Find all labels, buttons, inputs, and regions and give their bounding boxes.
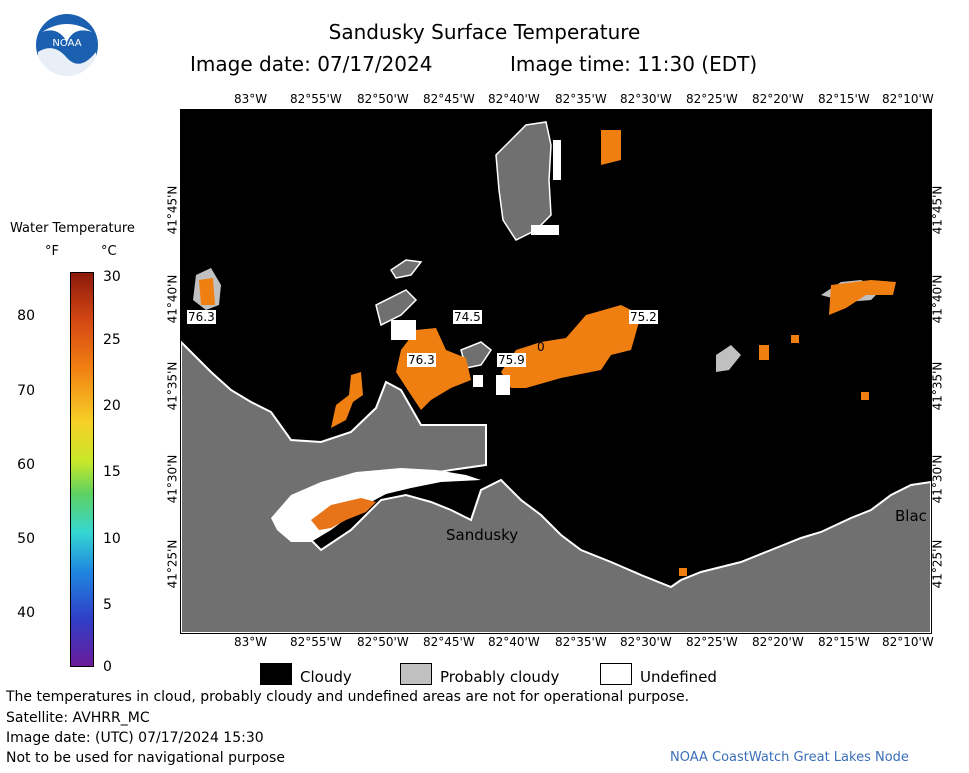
- warm-water-area: [199, 278, 215, 305]
- lat-tick: 41°30'N: [165, 454, 180, 504]
- warm-water-area: [601, 130, 621, 165]
- celsius-tick: 0: [103, 659, 112, 675]
- fahrenheit-tick: 70: [17, 383, 35, 399]
- warm-water-area: [396, 328, 471, 410]
- temperature-label: 75.2: [629, 310, 658, 324]
- noaa-logo: NOAA: [36, 14, 98, 78]
- temperature-label: 76.3: [407, 353, 436, 367]
- lon-tick: 82°45'W: [423, 92, 475, 106]
- lon-tick: 82°55'W: [290, 92, 342, 106]
- pelee-island: [495, 121, 552, 241]
- cloudy-label: Cloudy: [300, 668, 352, 686]
- color-scale-bar: [70, 272, 94, 667]
- fahrenheit-tick: 50: [17, 531, 35, 547]
- place-label-sandusky: Sandusky: [446, 526, 519, 544]
- celsius-tick: 20: [103, 398, 121, 414]
- lat-tick: 41°35'N: [165, 361, 180, 411]
- lon-tick: 82°40'W: [488, 92, 540, 106]
- probably-cloudy-label: Probably cloudy: [440, 668, 560, 686]
- unit-celsius: °C: [101, 244, 117, 259]
- lon-tick: 82°25'W: [686, 92, 738, 106]
- lon-tick: 82°25'W: [686, 635, 738, 649]
- lon-tick: 82°30'W: [620, 92, 672, 106]
- kelleys-island: [375, 289, 418, 327]
- fahrenheit-tick: 40: [17, 605, 35, 621]
- lat-tick: 41°25'N: [930, 539, 945, 589]
- lat-tick: 41°30'N: [930, 454, 945, 504]
- image-time: Image time: 11:30 (EDT): [510, 52, 758, 76]
- undefined-area: [473, 375, 483, 387]
- temperature-label: 76.3: [187, 310, 216, 324]
- warm-water-area: [331, 372, 363, 428]
- celsius-tick: 30: [103, 269, 121, 285]
- celsius-tick: 5: [103, 597, 112, 613]
- undefined-area: [391, 320, 416, 340]
- lon-tick: 82°20'W: [752, 92, 804, 106]
- probably-cloudy-swatch: [400, 663, 432, 685]
- lat-tick: 41°45'N: [930, 185, 945, 235]
- navigation-warning: Not to be used for navigational purpose: [6, 750, 285, 766]
- undefined-area: [553, 140, 561, 180]
- warm-water-area: [791, 335, 799, 343]
- unit-fahrenheit: °F: [45, 244, 59, 259]
- temperature-label: 75.9: [497, 353, 526, 367]
- cloudy-swatch: [260, 663, 292, 685]
- lon-tick: 82°50'W: [357, 92, 409, 106]
- celsius-tick: 25: [103, 332, 121, 348]
- island: [389, 259, 423, 279]
- lon-tick: 82°10'W: [882, 92, 934, 106]
- fahrenheit-tick: 80: [17, 308, 35, 324]
- warm-water-area: [829, 280, 896, 315]
- lat-tick: 41°35'N: [930, 361, 945, 411]
- undefined-label: Undefined: [640, 668, 717, 686]
- legend-title: Water Temperature: [10, 221, 135, 236]
- temperature-label: 0: [537, 340, 545, 354]
- mainland: [181, 340, 931, 633]
- lon-tick: 82°35'W: [555, 92, 607, 106]
- fahrenheit-tick: 60: [17, 457, 35, 473]
- celsius-tick: 10: [103, 531, 121, 547]
- warm-water-area: [759, 345, 769, 360]
- lon-tick: 82°45'W: [423, 635, 475, 649]
- celsius-tick: 15: [103, 464, 121, 480]
- probably-cloudy-area: [716, 345, 741, 372]
- lon-tick: 82°30'W: [620, 635, 672, 649]
- warm-water-area: [501, 305, 641, 388]
- map-canvas: [181, 110, 931, 633]
- undefined-area: [496, 375, 510, 395]
- lon-tick: 82°15'W: [818, 635, 870, 649]
- logo-text: NOAA: [52, 38, 81, 49]
- temperature-label: 74.5: [453, 310, 482, 324]
- lon-tick: 82°20'W: [752, 635, 804, 649]
- warm-water-area: [861, 392, 869, 400]
- warm-water-area: [311, 498, 376, 530]
- page-title: Sandusky Surface Temperature: [328, 20, 641, 44]
- image-date: Image date: 07/17/2024: [190, 52, 433, 76]
- map-panel: 76.3 74.5 75.2 76.3 75.9 0 Sandusky Blac: [180, 109, 932, 634]
- lat-tick: 41°45'N: [165, 185, 180, 235]
- lat-tick: 41°25'N: [165, 539, 180, 589]
- lat-tick: 41°40'N: [930, 274, 945, 324]
- disclaimer-text: The temperatures in cloud, probably clou…: [6, 689, 690, 705]
- warm-water-area: [679, 568, 687, 576]
- lat-tick: 41°40'N: [165, 274, 180, 324]
- lon-tick: 82°55'W: [290, 635, 342, 649]
- place-label-blac: Blac: [895, 507, 927, 525]
- lon-tick: 82°40'W: [488, 635, 540, 649]
- lon-tick: 83°W: [234, 92, 268, 106]
- lon-tick: 83°W: [234, 635, 268, 649]
- lon-tick: 82°50'W: [357, 635, 409, 649]
- satellite-text: Satellite: AVHRR_MC: [6, 710, 150, 726]
- lon-tick: 82°10'W: [882, 635, 934, 649]
- credit-text: NOAA CoastWatch Great Lakes Node: [670, 750, 909, 765]
- lon-tick: 82°15'W: [818, 92, 870, 106]
- undefined-swatch: [600, 663, 632, 685]
- lon-tick: 82°35'W: [555, 635, 607, 649]
- undefined-area: [531, 225, 559, 235]
- utc-date-text: Image date: (UTC) 07/17/2024 15:30: [6, 730, 264, 746]
